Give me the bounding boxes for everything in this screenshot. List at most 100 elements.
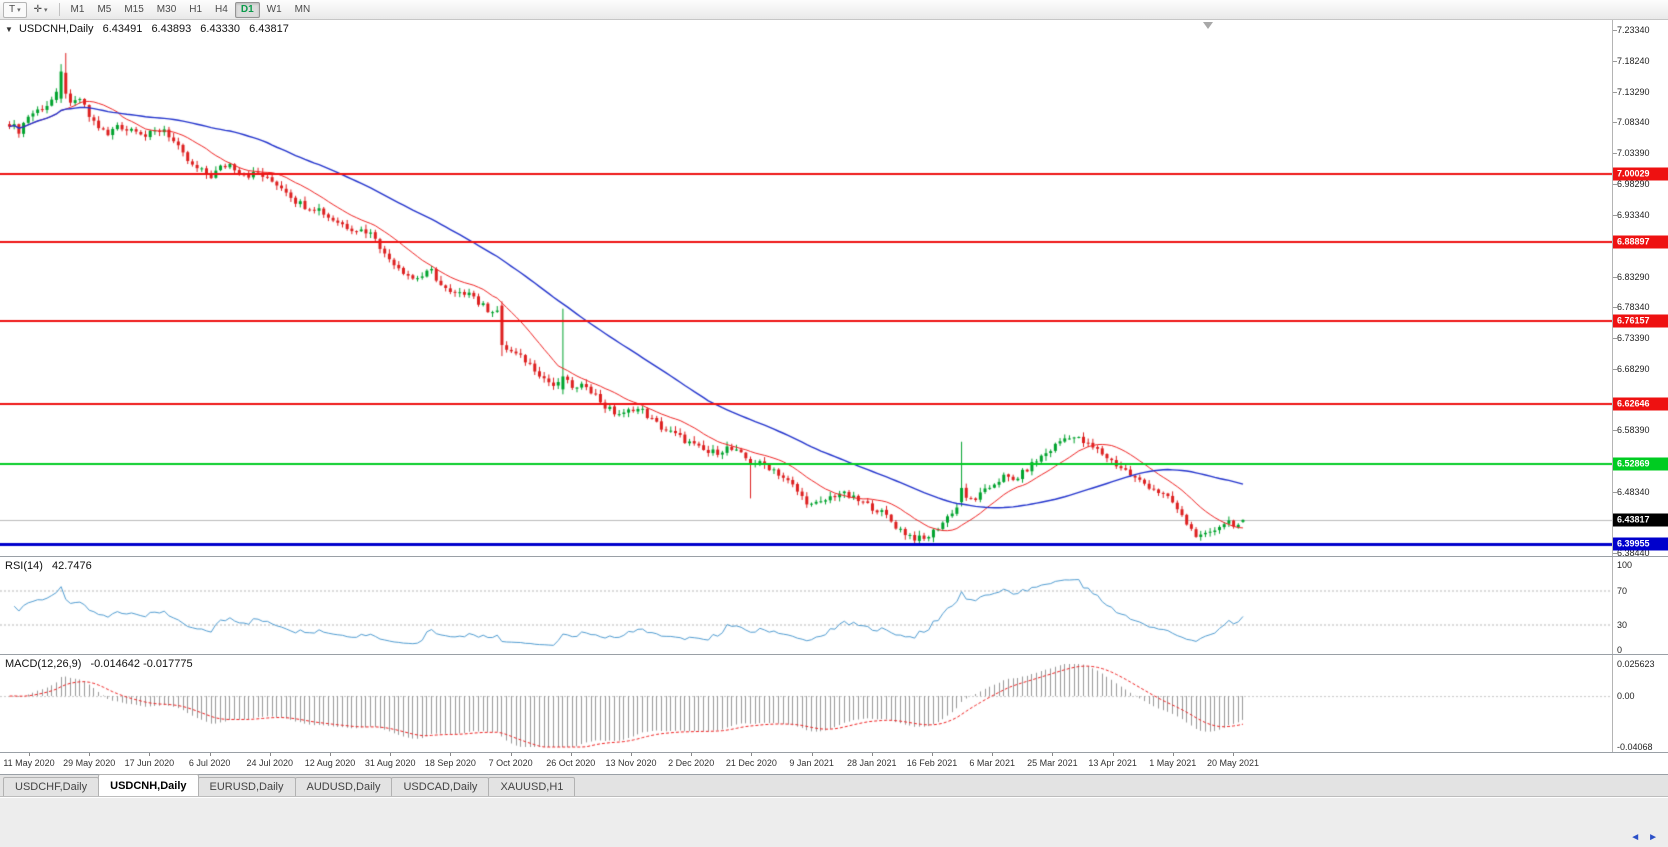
price-axis-tick	[1613, 369, 1617, 371]
date-axis-tick	[149, 753, 151, 756]
date-axis-tick	[89, 753, 91, 756]
price-axis-tick	[1613, 184, 1617, 186]
date-axis-tick	[1172, 753, 1174, 756]
date-axis-tick	[631, 753, 632, 756]
price-axis-tick	[1613, 276, 1617, 278]
rsi-indicator-pane: RSI(14) 42.7476 100 70 30 0	[0, 557, 1668, 655]
toolbar-separator	[58, 3, 60, 16]
date-axis-tick	[390, 753, 392, 756]
timeframe-button-mn[interactable]: MN	[294, 4, 311, 15]
date-label: 31 Aug 2020	[364, 758, 416, 768]
macd-axis[interactable]: 0.025623 0.00 -0.04068	[1612, 655, 1668, 752]
date-label: 13 Apr 2021	[1088, 758, 1137, 768]
price-axis-label: 6.98290	[1617, 179, 1650, 190]
price-axis-tick	[1613, 307, 1617, 309]
macd-axis-label: 0.00	[1617, 691, 1635, 702]
price-axis-tick	[1613, 214, 1617, 216]
timeframe-button-m30[interactable]: M30	[156, 4, 177, 15]
price-axis-label: 7.18240	[1617, 56, 1650, 67]
macd-canvas[interactable]	[0, 655, 1612, 753]
price-axis-tick	[1613, 492, 1617, 493]
timeframe-button-w1[interactable]: W1	[266, 4, 282, 15]
chevron-down-icon: ▾	[44, 6, 48, 14]
macd-axis-label: 0.025623	[1617, 659, 1655, 669]
date-label: 20 May 2021	[1206, 758, 1260, 768]
date-label: 12 Aug 2020	[304, 758, 356, 768]
cursor-tool-button[interactable]: ✛ ▾	[28, 2, 54, 18]
date-label: 17 Jun 2020	[124, 758, 175, 768]
price-axis-tick	[1613, 61, 1617, 63]
price-axis-label: 7.08340	[1617, 117, 1650, 128]
date-axis-tick	[751, 753, 753, 756]
ohlc-close: 6.43817	[249, 23, 289, 35]
tab-scroll-arrows: ◄ ►	[1630, 832, 1658, 843]
date-label: 13 Nov 2020	[605, 758, 657, 768]
chevron-down-icon: ▾	[17, 6, 21, 14]
macd-values: -0.014642 -0.017775	[90, 658, 193, 670]
tab-audusd-daily[interactable]: AUDUSD,Daily	[294, 777, 393, 796]
timeframe-button-group: M1 M5 M15 M30 H1 H4 D1 W1 MN	[65, 1, 317, 18]
tab-usdchf-daily[interactable]: USDCHF,Daily	[3, 777, 100, 796]
date-axis-tick	[992, 753, 994, 756]
price-axis-tick	[1613, 553, 1617, 554]
crosshair-icon: ✛	[33, 4, 43, 15]
date-label: 24 Jul 2020	[246, 758, 294, 768]
top-toolbar: T ▾ ✛ ▾ M1 M5 M15 M30 H1 H4 D1 W1 MN	[0, 0, 1668, 20]
price-axis-label: 6.78340	[1617, 302, 1650, 313]
timeframe-button-m15[interactable]: M15	[124, 4, 144, 15]
date-axis-tick	[932, 753, 933, 756]
chart-tab-bar: USDCHF,Daily USDCNH,Daily EURUSD,Daily AUDU…	[0, 774, 1668, 797]
price-axis-label: 6.93340	[1617, 209, 1650, 220]
rsi-axis-label: 30	[1617, 619, 1628, 630]
ohlc-high: 6.43893	[151, 23, 192, 35]
price-axis-label: 6.73390	[1617, 332, 1650, 343]
price-axis-tick	[1613, 91, 1617, 93]
price-line-badge: 7.00029	[1613, 167, 1668, 181]
price-axis-tick	[1613, 337, 1617, 339]
price-axis-label: 7.23340	[1617, 25, 1650, 35]
date-axis-tick	[510, 753, 512, 756]
timeframe-button-h4[interactable]: H4	[215, 4, 228, 15]
chart-symbol-header: ▼ USDCNH,Daily 6.43491 6.43893 6.43330 6…	[5, 23, 289, 35]
macd-label: MACD(12,26,9)	[5, 658, 82, 670]
rsi-canvas[interactable]	[0, 557, 1612, 655]
chart-shift-marker[interactable]	[1203, 22, 1213, 29]
date-axis-tick	[1233, 753, 1234, 756]
timeframe-button-m5[interactable]: M5	[97, 4, 112, 15]
date-axis-tick	[330, 753, 331, 756]
date-axis-tick	[871, 753, 873, 756]
price-chart-canvas[interactable]	[0, 20, 1612, 557]
tab-usdcad-daily[interactable]: USDCAD,Daily	[391, 777, 490, 796]
date-axis-tick	[269, 753, 271, 756]
date-label: 16 Feb 2021	[906, 758, 958, 768]
price-line-badge: 6.39955	[1613, 537, 1668, 551]
date-label: 18 Sep 2020	[424, 758, 476, 768]
tab-usdcnh-daily[interactable]: USDCNH,Daily	[98, 774, 199, 796]
rsi-axis[interactable]: 100 70 30 0	[1612, 557, 1668, 655]
price-axis[interactable]: 7.23340 7.18240 7.13290 7.08340 7.03390 6.982…	[1612, 20, 1668, 558]
date-axis-tick	[29, 753, 30, 756]
date-axis-tick	[1052, 753, 1054, 756]
timeframe-button-d1[interactable]: D1	[234, 1, 260, 18]
price-line-badge: 6.88897	[1613, 235, 1668, 249]
ohlc-low: 6.43330	[200, 23, 241, 35]
current-price-badge: 6.43817	[1613, 513, 1668, 527]
timeframe-button-h1[interactable]: H1	[189, 4, 203, 15]
price-axis-tick	[1613, 122, 1617, 124]
price-axis-label: 6.58390	[1617, 425, 1650, 436]
macd-indicator-pane: MACD(12,26,9) -0.014642 -0.017775 0.0256…	[0, 655, 1668, 753]
date-label: 1 May 2021	[1149, 758, 1197, 768]
date-axis[interactable]: 11 May 2020 29 May 2020 17 Jun 2020 6 Jul 2…	[0, 753, 1668, 775]
date-label: 25 Mar 2021	[1027, 758, 1078, 768]
price-axis-tick	[1613, 30, 1617, 31]
timeframe-button-m1[interactable]: M1	[70, 4, 85, 15]
scroll-right-button[interactable]: ►	[1648, 832, 1658, 843]
date-label: 6 Jul 2020	[188, 758, 231, 768]
date-label: 6 Mar 2021	[969, 758, 1015, 768]
template-button[interactable]: T ▾	[3, 1, 27, 18]
macd-header: MACD(12,26,9) -0.014642 -0.017775	[5, 658, 193, 670]
tab-eurusd-daily[interactable]: EURUSD,Daily	[197, 777, 296, 796]
price-chart-pane: ▼ USDCNH,Daily 6.43491 6.43893 6.43330 6…	[0, 20, 1668, 558]
scroll-left-button[interactable]: ◄	[1630, 832, 1641, 843]
tab-xauusd-h1[interactable]: XAUUSD,H1	[488, 777, 576, 796]
